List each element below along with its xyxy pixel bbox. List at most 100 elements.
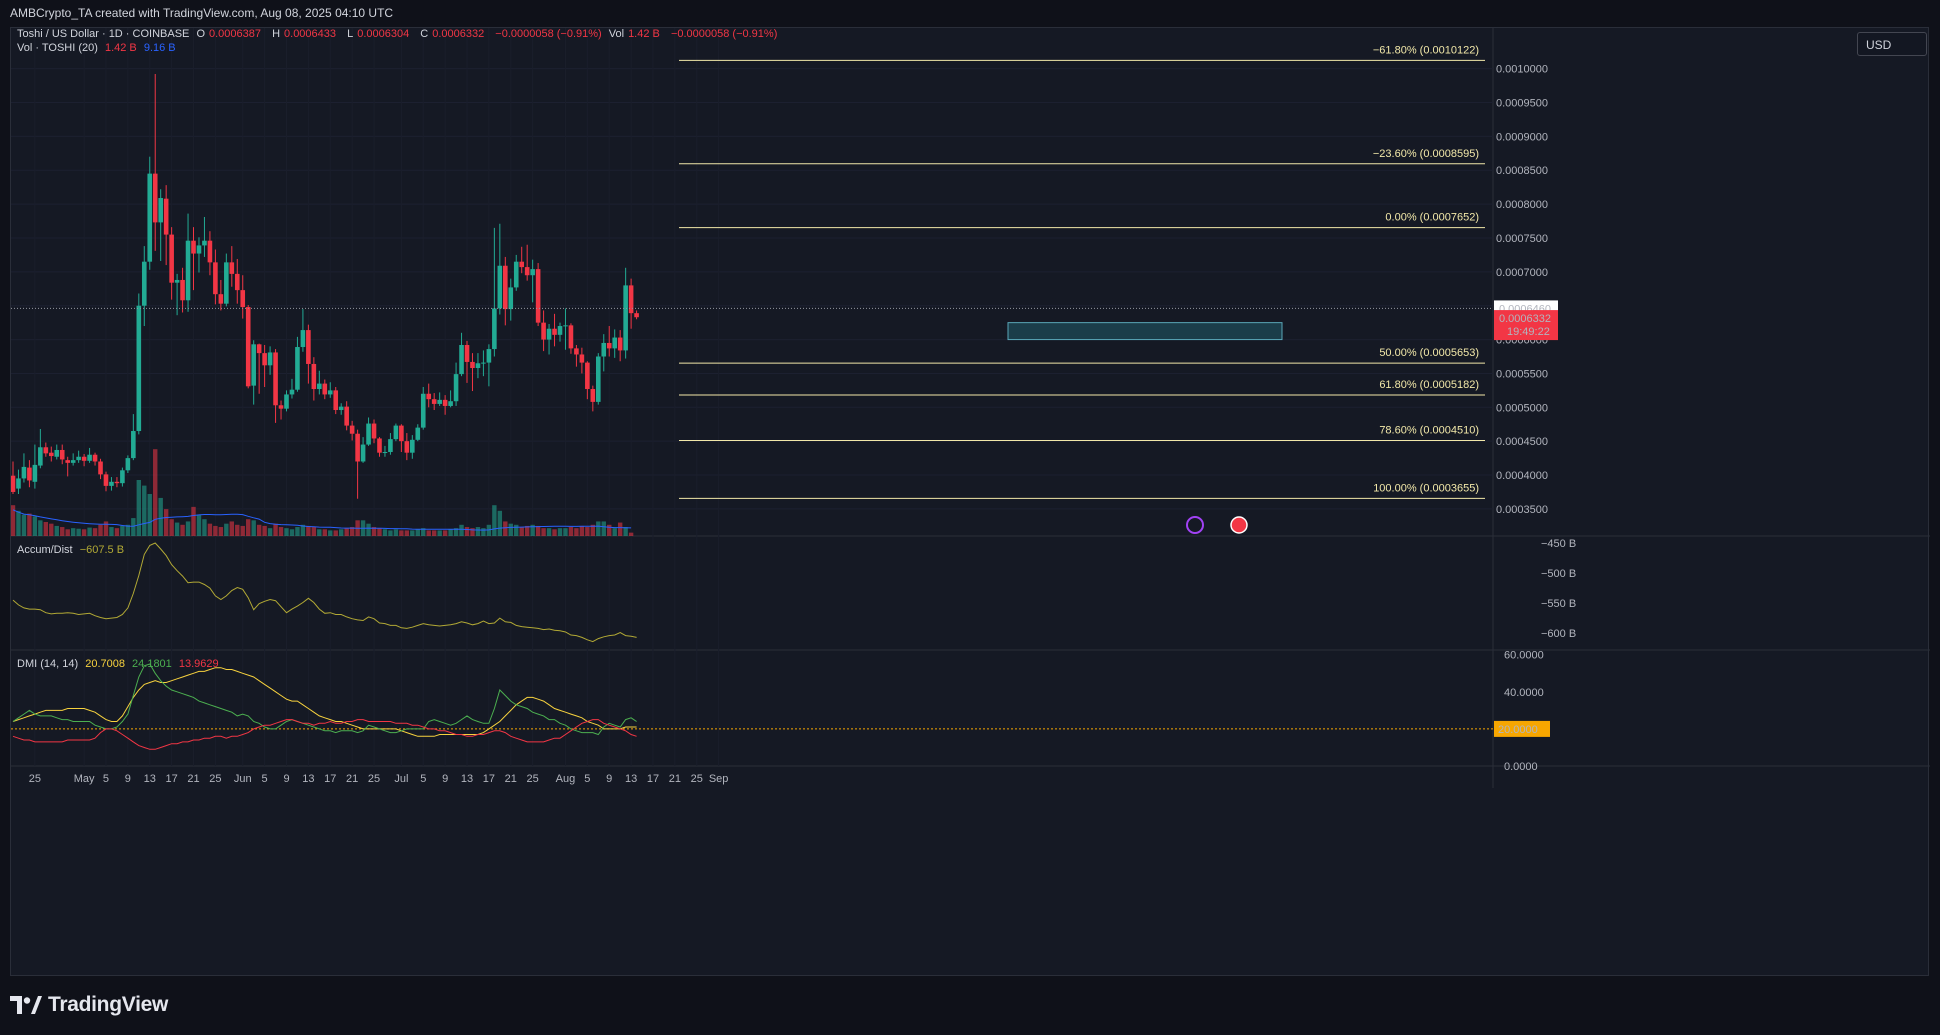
volume-bar: [519, 527, 524, 536]
volume-bar: [596, 521, 601, 536]
candle-body: [245, 307, 251, 387]
volume-bar: [514, 524, 519, 536]
tradingview-logo[interactable]: TradingView: [10, 990, 168, 1020]
candle-body: [503, 265, 508, 310]
dmi-pdi-line: [12, 663, 637, 736]
volume-bar: [81, 529, 87, 536]
chart-canvas[interactable]: 0.0003500 0.0004000 0.0004500 0.0005000 0.00…: [11, 28, 1930, 977]
candle-body: [16, 478, 21, 489]
candle-body: [617, 337, 623, 351]
accum-tick-label: −450 B: [1541, 538, 1576, 550]
candle-body: [120, 470, 125, 484]
volume-bar: [530, 524, 535, 536]
candle-body: [98, 461, 103, 475]
volume-bar: [585, 527, 590, 536]
volume-bar: [60, 527, 65, 536]
volume-bar: [617, 522, 623, 536]
ohlc-low: L 0.0006304: [347, 28, 410, 40]
candle-body: [180, 279, 185, 301]
candle-body: [574, 348, 579, 355]
chart-attribution: AMBCrypto_TA created with TradingView.co…: [0, 0, 1940, 27]
volume-legend[interactable]: Vol · TOSHI (20) 1.42 B 9.16 B: [17, 42, 180, 54]
volume-bar: [87, 527, 92, 536]
time-tick-label: 13: [302, 773, 314, 785]
volume-bar: [552, 529, 557, 536]
candle-body: [453, 374, 459, 402]
candle-body: [70, 460, 76, 463]
dmi-title[interactable]: DMI (14, 14): [17, 658, 79, 670]
volume-bar: [224, 523, 229, 536]
time-tick-label: 25: [209, 773, 221, 785]
accum-legend[interactable]: Accum/Dist −607.5 B: [17, 544, 128, 556]
candle-body: [196, 245, 202, 254]
candle-body: [48, 452, 54, 457]
candle-body: [563, 325, 568, 327]
volume-bar: [328, 530, 333, 536]
volume-bar: [180, 524, 185, 536]
candle-body: [125, 458, 131, 471]
volume-title[interactable]: Vol · TOSHI (20): [17, 42, 98, 54]
volume-bar: [492, 505, 497, 536]
volume-bar: [27, 513, 32, 536]
candle-body: [404, 441, 410, 453]
candle-body: [306, 330, 311, 364]
currency-button[interactable]: USD: [1857, 32, 1927, 56]
volume-bar: [366, 523, 371, 536]
candle-body: [333, 390, 339, 411]
symbol-title[interactable]: Toshi / US Dollar · 1D · COINBASE: [17, 28, 190, 40]
volume-bar: [623, 527, 628, 536]
volume-bar: [120, 525, 125, 536]
candle-body: [103, 474, 109, 486]
time-tick-label: 5: [103, 773, 109, 785]
candle-body: [524, 267, 530, 276]
volume-bar: [382, 529, 388, 536]
price-tick-label: 0.0008000: [1496, 199, 1548, 211]
dmi-tick-label: 0.0000: [1504, 761, 1538, 773]
candle-body: [486, 349, 492, 363]
volume-bar: [508, 523, 513, 536]
candle-body: [410, 439, 415, 453]
dmi-adx-value: 20.7008: [85, 658, 125, 670]
volume-bar: [92, 528, 98, 536]
price-tick-label: 0.0009000: [1496, 131, 1548, 143]
volume-bar: [464, 527, 470, 536]
candle-body: [557, 326, 563, 335]
candle-body: [147, 173, 153, 262]
candle-body: [207, 240, 213, 263]
volume-bar: [311, 527, 317, 536]
accum-tick-label: −600 B: [1541, 628, 1576, 640]
candle-body: [284, 394, 289, 409]
dmi-tick-label: 40.0000: [1504, 687, 1544, 699]
volume-bar: [103, 521, 109, 536]
price-tick-label: 0.0007500: [1496, 233, 1548, 245]
time-tick-label: 13: [144, 773, 156, 785]
volume-bar: [339, 529, 344, 536]
candle-body: [54, 449, 60, 457]
time-tick-label: Jun: [234, 773, 252, 785]
volume-bar: [388, 530, 393, 536]
time-tick-label: Sep: [709, 773, 729, 785]
volume-bar: [437, 530, 442, 536]
candle-body: [590, 389, 596, 402]
price-tick-label: 0.0008500: [1496, 165, 1548, 177]
volume-bar: [262, 525, 267, 536]
candle-body: [393, 425, 399, 440]
volume-bar: [399, 530, 404, 536]
accum-value: −607.5 B: [79, 544, 125, 556]
time-tick-label: 25: [29, 773, 41, 785]
candle-body: [442, 399, 448, 406]
symbol-legend[interactable]: Toshi / US Dollar · 1D · COINBASE O 0.000…: [17, 28, 781, 40]
volume-bar: [333, 530, 338, 536]
flash-event-icon: [1186, 516, 1204, 534]
dmi-pdi-value: 24.1801: [132, 658, 172, 670]
dmi-legend[interactable]: DMI (14, 14) 20.7008 24.1801 13.9629: [17, 658, 223, 670]
candle-body: [606, 342, 612, 349]
candle-body: [388, 439, 393, 453]
chart-container[interactable]: 0.0003500 0.0004000 0.0004500 0.0005000 0.00…: [10, 27, 1930, 977]
volume-bar: [470, 528, 475, 536]
volume-bar: [158, 497, 163, 536]
accum-title[interactable]: Accum/Dist: [17, 544, 73, 556]
volume-bar: [54, 525, 59, 536]
time-tick-label: 21: [505, 773, 517, 785]
dmi-adx-line: [12, 667, 637, 737]
